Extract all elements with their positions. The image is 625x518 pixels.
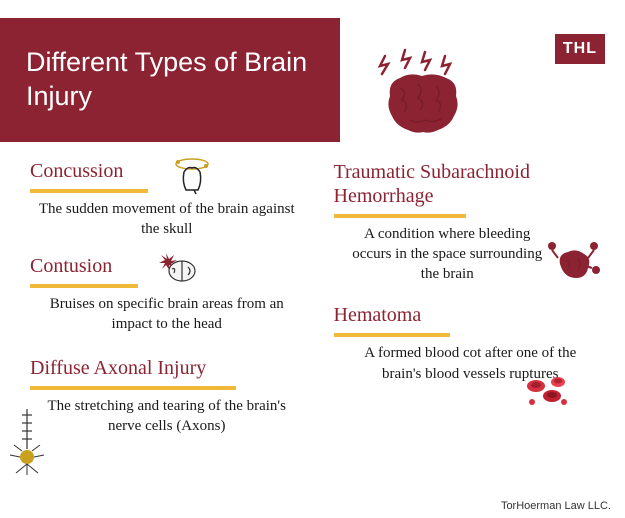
item-title: Contusion: [30, 255, 112, 280]
item-title: Hematoma: [334, 304, 422, 329]
item-title: Concussion: [30, 160, 123, 185]
title-underline: [30, 284, 138, 288]
injury-item-concussion: Concussion The sudden movement of the br…: [30, 160, 304, 240]
brain-bleed-icon: [544, 236, 602, 291]
brain-hero-icon: [360, 48, 490, 153]
blood-cells-icon: [522, 372, 570, 417]
title-underline: [30, 189, 148, 193]
footer-credit: TorHoerman Law LLC.: [501, 500, 611, 512]
left-column: Concussion The sudden movement of the br…: [30, 160, 304, 453]
logo-badge: THL: [555, 34, 605, 64]
head-dizzy-icon: [170, 156, 214, 201]
title-underline: [30, 386, 236, 390]
brain-impact-icon: [158, 249, 198, 290]
item-title: Diffuse Axonal Injury: [30, 357, 206, 382]
injury-item-hematoma: Hematoma A formed blood cot a: [334, 304, 608, 384]
title-underline: [334, 214, 466, 218]
content-grid: Concussion The sudden movement of the br…: [0, 160, 625, 453]
item-desc: The stretching and tearing of the brain'…: [30, 396, 304, 437]
neuron-icon: [4, 407, 50, 482]
item-desc: The sudden movement of the brain against…: [30, 199, 304, 240]
title-underline: [334, 333, 450, 337]
page-title: Different Types of Brain Injury: [26, 46, 310, 114]
item-desc: Bruises on specific brain areas from an …: [30, 294, 304, 335]
item-title: Traumatic Subarachnoid Hemorrhage: [334, 160, 608, 210]
injury-item-diffuse-axonal: Diffuse Axonal Injury: [30, 357, 304, 437]
injury-item-subarachnoid: Traumatic Subarachnoid Hemorrhage: [334, 160, 608, 285]
injury-item-contusion: Contusion Bruises on specific brain area…: [30, 255, 304, 335]
right-column: Traumatic Subarachnoid Hemorrhage: [334, 160, 608, 453]
header-bar: Different Types of Brain Injury: [0, 18, 340, 142]
